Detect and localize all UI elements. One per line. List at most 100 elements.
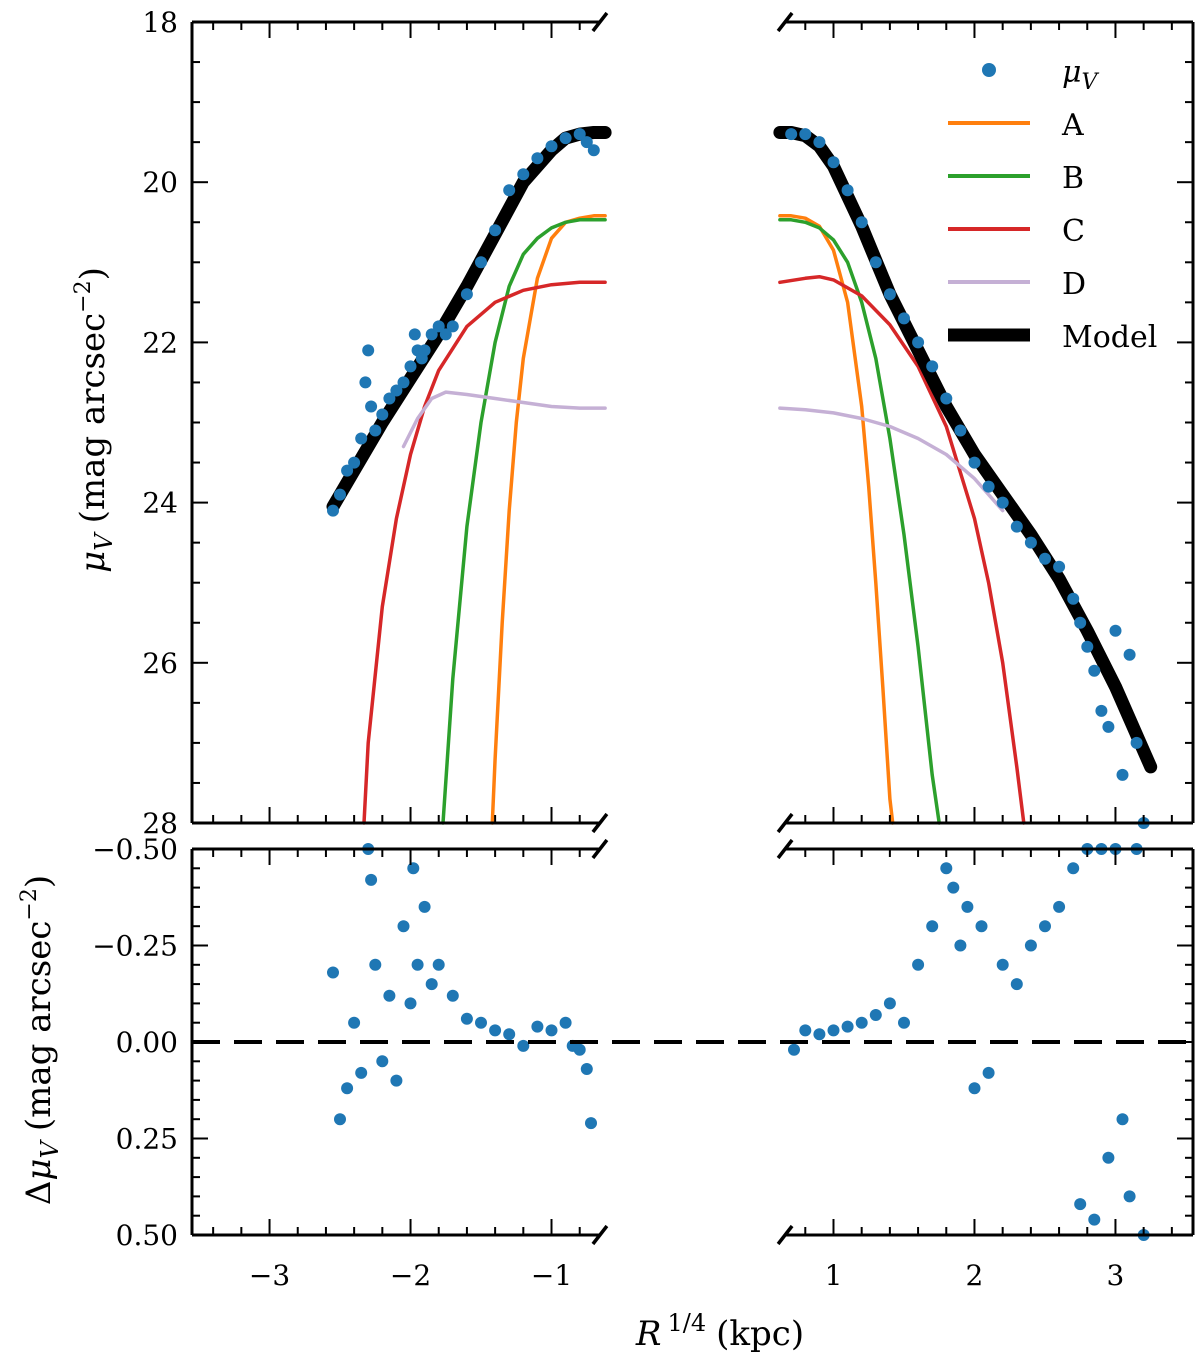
- residual-point: [383, 989, 396, 1002]
- residual-point: [982, 1066, 995, 1079]
- mu-v-point: [359, 376, 372, 389]
- residual-point: [411, 958, 424, 971]
- mu-v-point: [390, 384, 403, 397]
- mu-v-point: [517, 168, 530, 181]
- top-y-tick-labels: 18 20 22 24 26 28: [142, 6, 178, 840]
- mu-v-point: [446, 320, 459, 333]
- legend-label-A: A: [1061, 108, 1084, 143]
- mu-v-point: [813, 136, 826, 149]
- residual-point: [954, 939, 967, 952]
- residual-point: [341, 1082, 354, 1095]
- mu-v-point: [531, 152, 544, 165]
- break-mark: [591, 838, 609, 860]
- residual-point: [947, 881, 960, 894]
- residual-point: [446, 989, 459, 1002]
- y-tick-label: 0.25: [116, 1123, 178, 1156]
- residual-point: [418, 900, 431, 913]
- residual-point: [585, 1117, 597, 1130]
- line-c-left: [362, 280, 607, 825]
- residual-point: [348, 1016, 361, 1029]
- y-tick-label: 0.50: [116, 1219, 178, 1252]
- mu-v-point: [559, 132, 572, 145]
- residual-point: [827, 1024, 840, 1037]
- break-mark: [591, 812, 609, 834]
- mu-v-point: [1130, 736, 1143, 749]
- x-tick-label: 1: [825, 1259, 843, 1292]
- mu-v-point: [968, 456, 981, 469]
- residual-point: [559, 1016, 572, 1029]
- residual-point: [531, 1020, 544, 1033]
- mu-v-point: [362, 344, 375, 357]
- line-model-left: [326, 126, 612, 514]
- residual-point: [327, 966, 339, 979]
- residual-point: [1010, 978, 1023, 991]
- residual-point: [369, 958, 382, 971]
- mu-v-point: [1074, 616, 1087, 629]
- break-mark: [776, 1224, 794, 1246]
- line-a-left: [490, 214, 607, 825]
- residual-point: [1053, 900, 1066, 913]
- mu-v-point: [827, 156, 840, 169]
- mu-v-point: [785, 128, 798, 141]
- mu-v-point: [404, 360, 417, 373]
- line-b-left: [441, 218, 607, 825]
- residual-point: [489, 1024, 502, 1037]
- mu-v-point: [383, 392, 396, 405]
- residual-point: [788, 1043, 800, 1056]
- residual-point: [1102, 1151, 1115, 1164]
- residual-point: [475, 1016, 487, 1029]
- residual-point: [898, 1016, 910, 1029]
- residual-point: [996, 958, 1009, 971]
- y-tick-label: 28: [142, 807, 178, 840]
- residual-point: [813, 1028, 826, 1041]
- mu-v-point: [1010, 520, 1023, 533]
- mu-v-point: [883, 288, 896, 301]
- mu-v-point: [341, 464, 354, 477]
- bottom-y-tick-labels: −0.50 −0.25 0.00 0.25 0.50: [92, 833, 178, 1252]
- residual-point: [1024, 939, 1037, 952]
- residual-point: [376, 1055, 389, 1068]
- mu-v-point: [573, 128, 586, 141]
- line-c-right: [778, 274, 1026, 825]
- break-mark: [591, 11, 609, 33]
- legend-swatch-data: [982, 63, 996, 77]
- mu-v-point: [580, 136, 593, 149]
- legend-label-B: B: [1062, 161, 1084, 196]
- top-y-axis-label: μV(mag arcsec−2): [71, 267, 118, 573]
- residual-scatter: [327, 843, 1150, 1241]
- x-tick-labels: −3 −2 −1 1 2 3: [249, 1259, 1124, 1292]
- residual-point: [432, 958, 445, 971]
- mu-v-point: [348, 456, 361, 469]
- residual-point: [883, 997, 896, 1010]
- x-tick-label: −1: [531, 1259, 572, 1292]
- y-tick-label: −0.25: [92, 930, 178, 963]
- mu-v-point: [475, 256, 487, 269]
- line-d-right: [778, 406, 1005, 513]
- mu-v-point: [587, 144, 600, 157]
- break-mark: [776, 11, 794, 33]
- residual-point: [855, 1016, 868, 1029]
- top-data-scatter: [327, 128, 1150, 829]
- mu-v-point: [369, 424, 382, 437]
- residual-point: [365, 873, 378, 886]
- line-b-right: [778, 218, 941, 825]
- mu-v-point: [439, 328, 452, 341]
- x-tick-label: 3: [1107, 1259, 1125, 1292]
- residual-point: [1116, 1113, 1129, 1126]
- mu-v-point: [408, 328, 421, 341]
- mu-v-point: [355, 432, 368, 445]
- residual-point: [975, 920, 988, 933]
- residual-point: [355, 1066, 368, 1079]
- x-tick-label: 2: [966, 1259, 984, 1292]
- mu-v-point: [1024, 536, 1037, 549]
- mu-v-point: [1039, 552, 1051, 565]
- y-tick-label: 0.00: [116, 1026, 178, 1059]
- mu-v-point: [1123, 648, 1136, 661]
- residual-point: [799, 1024, 812, 1037]
- residual-point: [503, 1028, 516, 1041]
- x-tick-label: −2: [390, 1259, 431, 1292]
- residual-point: [397, 920, 410, 933]
- mu-v-point: [432, 320, 445, 333]
- mu-v-point: [418, 344, 431, 357]
